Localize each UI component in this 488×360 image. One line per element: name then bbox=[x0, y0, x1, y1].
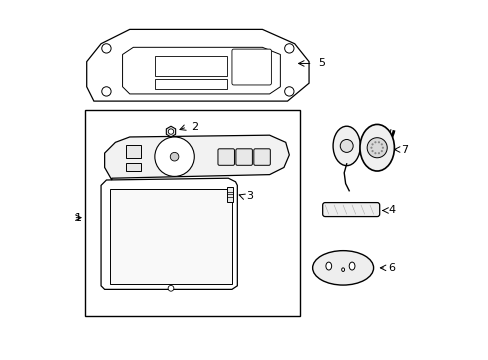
Ellipse shape bbox=[332, 126, 360, 166]
FancyBboxPatch shape bbox=[322, 203, 379, 217]
Ellipse shape bbox=[341, 268, 344, 271]
Ellipse shape bbox=[312, 251, 373, 285]
FancyBboxPatch shape bbox=[253, 149, 270, 165]
Circle shape bbox=[284, 44, 293, 53]
Circle shape bbox=[380, 150, 382, 152]
Ellipse shape bbox=[325, 262, 331, 270]
Text: 7: 7 bbox=[400, 144, 407, 154]
Circle shape bbox=[369, 147, 372, 149]
Circle shape bbox=[340, 139, 352, 152]
Polygon shape bbox=[101, 178, 237, 289]
Circle shape bbox=[371, 150, 373, 152]
Bar bbox=[155, 56, 226, 76]
Circle shape bbox=[377, 152, 379, 154]
Text: 1: 1 bbox=[75, 213, 81, 222]
Ellipse shape bbox=[348, 262, 354, 270]
Circle shape bbox=[170, 152, 179, 161]
Circle shape bbox=[168, 285, 174, 291]
Text: 6: 6 bbox=[388, 263, 395, 273]
Circle shape bbox=[374, 152, 376, 154]
Bar bbox=[126, 163, 141, 171]
Text: 3: 3 bbox=[246, 191, 253, 201]
Circle shape bbox=[102, 44, 111, 53]
Text: 2: 2 bbox=[190, 122, 198, 132]
Bar bbox=[85, 110, 300, 316]
Polygon shape bbox=[110, 189, 231, 284]
Text: 4: 4 bbox=[388, 206, 395, 216]
Circle shape bbox=[366, 138, 386, 158]
Bar bbox=[226, 187, 233, 202]
Circle shape bbox=[380, 143, 382, 145]
Circle shape bbox=[377, 141, 379, 143]
Circle shape bbox=[374, 141, 376, 143]
Circle shape bbox=[155, 137, 194, 176]
Circle shape bbox=[381, 147, 383, 149]
Circle shape bbox=[102, 87, 111, 96]
FancyBboxPatch shape bbox=[231, 49, 271, 85]
Circle shape bbox=[168, 129, 173, 134]
Text: 5: 5 bbox=[317, 58, 325, 68]
Bar bbox=[155, 78, 226, 89]
FancyBboxPatch shape bbox=[235, 149, 252, 165]
Polygon shape bbox=[86, 30, 308, 101]
Bar bbox=[126, 145, 141, 158]
Polygon shape bbox=[122, 47, 280, 94]
Ellipse shape bbox=[359, 125, 394, 171]
Circle shape bbox=[284, 87, 293, 96]
Polygon shape bbox=[104, 135, 289, 180]
FancyBboxPatch shape bbox=[218, 149, 234, 165]
Circle shape bbox=[371, 143, 373, 145]
